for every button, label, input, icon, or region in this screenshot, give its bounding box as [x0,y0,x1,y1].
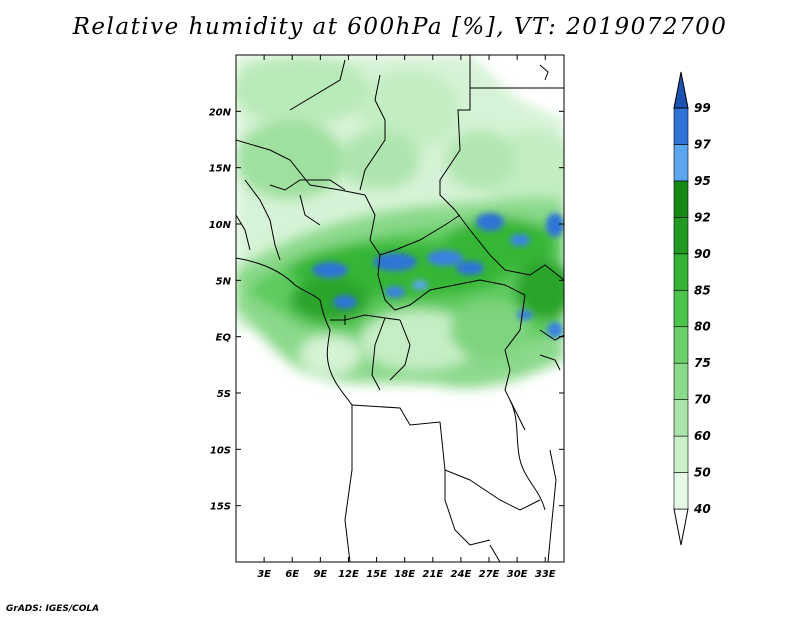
lon-tick-label: 27E [479,569,500,580]
lon-tick-label: 24E [451,569,472,580]
lat-tick-label: EQ [216,333,232,344]
lat-tick-label: 10S [210,445,231,456]
colorbar-label: 97 [694,137,711,151]
lon-tick-label: 12E [338,569,359,580]
colorbar-cell [673,289,689,328]
lon-tick-label: 9E [313,569,327,580]
lon-tick-label: 30E [507,569,528,580]
page-title: Relative humidity at 600hPa [%], VT: 201… [72,14,728,40]
colorbar-cell [673,362,689,400]
lat-tick-label: 20N [209,107,232,118]
colorbar-cell [673,217,689,255]
lon-tick-label: 15E [366,569,387,580]
colorbar-label: 50 [694,466,711,480]
lon-tick-label: 3E [257,569,271,580]
colorbar-cell [673,144,689,182]
colorbar-label: 99 [694,101,711,115]
map-frame [235,54,565,563]
colorbar-label: 80 [694,320,711,334]
colorbar-cell [673,508,689,546]
colorbar-cell [673,435,689,473]
colorbar-label: 70 [694,393,711,407]
colorbar-cell [673,399,689,437]
colorbar-label: 85 [694,283,711,297]
colorbar-cell [673,71,689,109]
lat-tick-label: 5N [216,276,232,287]
colorbar-cell [673,472,689,510]
lon-tick-label: 33E [535,569,556,580]
colorbar-cell [673,326,689,364]
colorbar-label: 60 [694,429,711,443]
country-borders [236,55,564,562]
colorbar-label: 75 [694,356,711,370]
colorbar-label: 40 [693,502,711,516]
lat-tick-label: 5S [217,389,231,400]
humidity-field [236,55,564,562]
colorbar: 40 50 60 70 75 80 85 90 92 95 97 99 [673,71,711,546]
grads-credit: GrADS: IGES/COLA [6,604,100,614]
colorbar-label: 95 [694,174,711,188]
lon-tick-label: 18E [394,569,415,580]
lon-tick-label: 6E [285,569,299,580]
colorbar-cell [673,107,689,145]
lat-tick-label: 10N [209,220,232,231]
lat-tick-label: 15S [210,502,231,513]
colorbar-label: 90 [694,247,711,261]
lat-tick-label: 15N [209,164,232,175]
colorbar-cell [673,253,689,291]
lon-tick-group: 3E 6E 9E 12E 15E 18E 21E 24E 27E 30E 33E [257,55,556,580]
colorbar-cell [673,180,689,218]
lon-tick-label: 21E [422,569,443,580]
colorbar-label: 92 [694,210,711,224]
lat-tick-group: 20N 15N 10N 5N EQ 5S 10S 15S [209,107,564,513]
